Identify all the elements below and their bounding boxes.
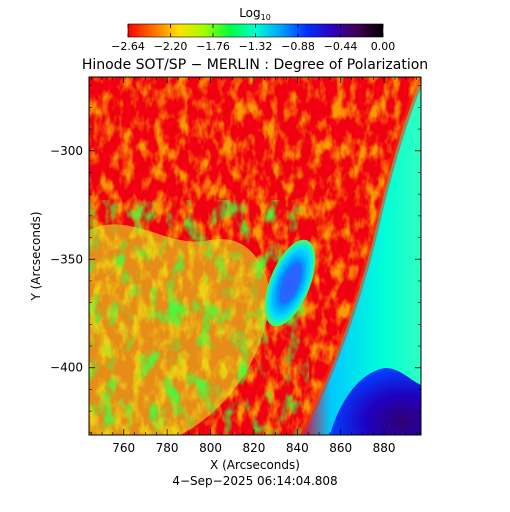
- x-axis-label: X (Arcseconds): [210, 458, 300, 472]
- x-tick-label: 840: [286, 441, 309, 455]
- sunspot-umbra: [279, 262, 303, 304]
- x-tick-label: 760: [112, 441, 135, 455]
- colorbar-label: Log10: [239, 6, 271, 22]
- x-tick-label: 820: [242, 441, 265, 455]
- colorbar-tick-label: −1.32: [239, 40, 273, 53]
- x-tick-label: 880: [373, 441, 396, 455]
- y-tick-label: −350: [50, 252, 83, 266]
- y-axis-label: Y (Arcseconds): [29, 211, 43, 301]
- colorbar-ticks: −2.64 −2.20 −1.76 −1.32 −0.88 −0.44 0.00: [111, 24, 395, 53]
- colorbar-tick-label: 0.00: [371, 40, 396, 53]
- plot-frame: [88, 76, 422, 436]
- colorbar-tick-label: −1.76: [196, 40, 230, 53]
- x-tick-label: 860: [329, 441, 352, 455]
- y-tick-label: −300: [50, 144, 83, 158]
- limb-edge: [297, 78, 421, 435]
- limb-band: [300, 80, 421, 435]
- y-tick-label: −400: [50, 361, 83, 375]
- timestamp: 4−Sep−2025 06:14:04.808: [172, 474, 337, 488]
- axis-ticks: 760 780 800 820 840 860 880 −300 −350 −400: [50, 77, 421, 455]
- x-tick-label: 800: [199, 441, 222, 455]
- plot-title: Hinode SOT/SP − MERLIN : Degree of Polar…: [82, 57, 428, 73]
- colorbar-tick-label: −0.44: [324, 40, 358, 53]
- polarization-image: [89, 77, 421, 435]
- colorbar-tick-label: −2.20: [154, 40, 188, 53]
- colorbar-tick-label: −2.64: [111, 40, 145, 53]
- colorbar-tick-label: −0.88: [281, 40, 315, 53]
- dark-region: [330, 368, 421, 435]
- x-tick-label: 780: [156, 441, 179, 455]
